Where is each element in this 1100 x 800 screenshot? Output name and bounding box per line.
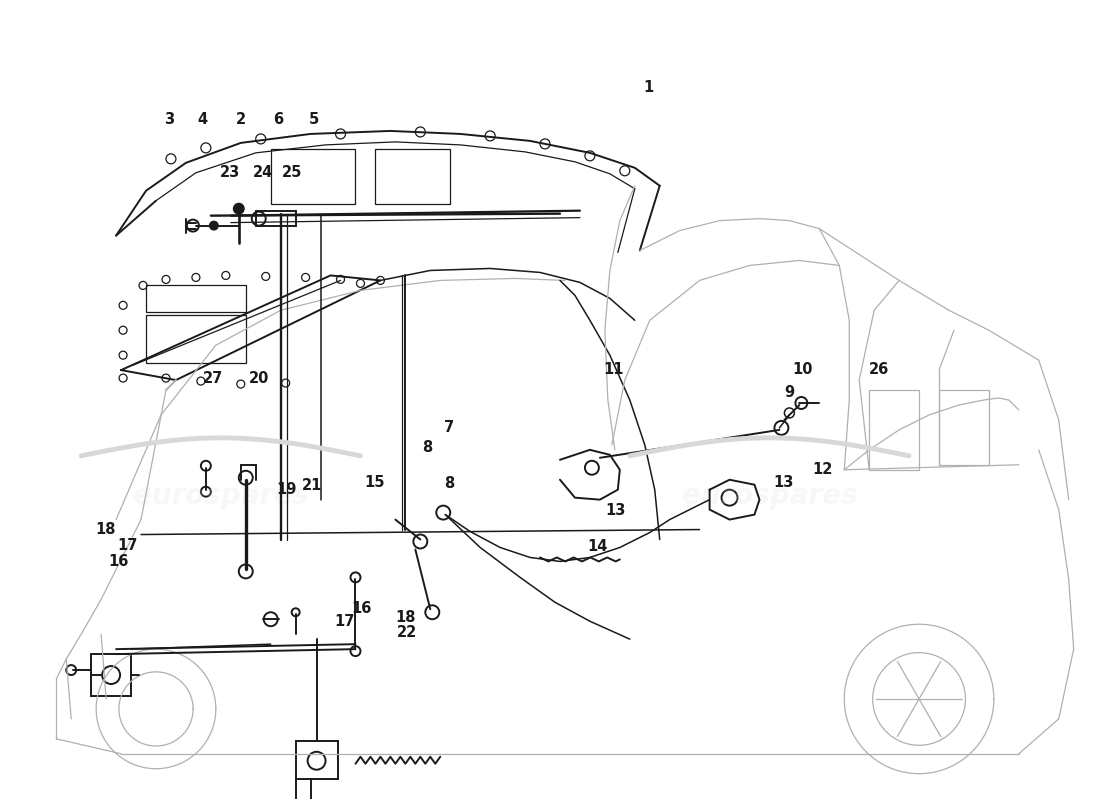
Text: 20: 20 bbox=[249, 371, 270, 386]
Text: 13: 13 bbox=[606, 502, 626, 518]
Bar bbox=[375, 149, 450, 204]
Text: 8: 8 bbox=[444, 476, 454, 491]
Text: 2: 2 bbox=[235, 112, 245, 127]
Bar bbox=[146, 286, 245, 312]
Text: 18: 18 bbox=[395, 610, 416, 625]
Text: 26: 26 bbox=[869, 362, 889, 378]
Text: 12: 12 bbox=[812, 462, 833, 477]
Text: eurospares: eurospares bbox=[133, 482, 309, 510]
Text: 15: 15 bbox=[364, 474, 385, 490]
Text: 5: 5 bbox=[309, 112, 319, 127]
Text: eurospares: eurospares bbox=[682, 482, 857, 510]
Circle shape bbox=[210, 222, 218, 230]
Bar bbox=[146, 315, 245, 363]
Text: 25: 25 bbox=[282, 166, 303, 180]
Text: 18: 18 bbox=[96, 522, 115, 538]
Text: 10: 10 bbox=[792, 362, 813, 378]
Text: 16: 16 bbox=[351, 602, 372, 616]
Text: 4: 4 bbox=[197, 112, 207, 127]
Bar bbox=[296, 741, 338, 778]
Text: 11: 11 bbox=[604, 362, 624, 378]
Text: 14: 14 bbox=[587, 539, 607, 554]
Text: 6: 6 bbox=[273, 112, 283, 127]
Text: 7: 7 bbox=[444, 421, 454, 435]
Text: 3: 3 bbox=[164, 112, 174, 127]
Text: 9: 9 bbox=[784, 385, 794, 399]
Text: 17: 17 bbox=[334, 614, 355, 629]
Bar bbox=[271, 149, 355, 204]
Text: 24: 24 bbox=[252, 166, 273, 180]
Text: 17: 17 bbox=[118, 538, 138, 553]
Text: 19: 19 bbox=[276, 482, 297, 497]
Text: 13: 13 bbox=[773, 475, 794, 490]
Text: 1: 1 bbox=[644, 80, 653, 95]
Text: 8: 8 bbox=[422, 440, 432, 455]
Circle shape bbox=[234, 204, 244, 214]
Text: 22: 22 bbox=[397, 626, 418, 640]
Text: 21: 21 bbox=[301, 478, 322, 493]
Text: 23: 23 bbox=[220, 166, 240, 180]
Text: 16: 16 bbox=[109, 554, 129, 570]
Text: 27: 27 bbox=[204, 371, 223, 386]
Bar bbox=[91, 654, 131, 696]
